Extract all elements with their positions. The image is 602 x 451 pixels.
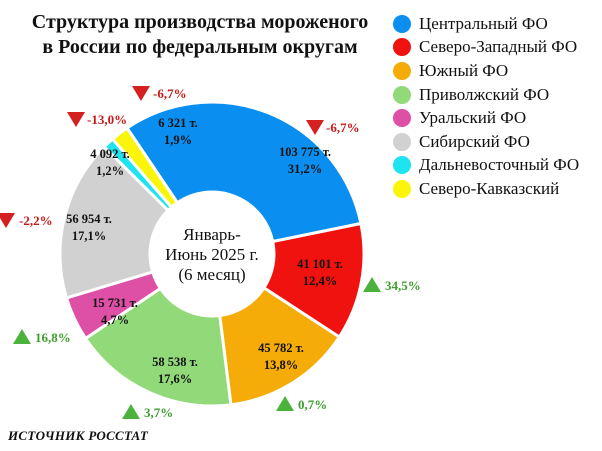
legend-dot-icon — [393, 61, 411, 80]
legend-label: Северо-Кавказский — [419, 178, 560, 198]
legend-item: Дальневосточный ФО — [393, 154, 598, 178]
up-triangle-icon — [363, 277, 381, 292]
slice-volume-label: 56 954 т. — [66, 212, 112, 226]
down-triangle-icon — [67, 112, 85, 127]
change-label: -6,7% — [153, 86, 187, 101]
legend-dot-icon — [393, 109, 411, 128]
up-triangle-icon — [276, 396, 294, 411]
slice-volume-label: 58 538 т. — [152, 355, 198, 369]
legend-label: Южный ФО — [419, 60, 509, 80]
change-label: 0,7% — [298, 397, 327, 412]
slice-share-label: 12,4% — [303, 274, 337, 288]
change-label: -13,0% — [87, 112, 127, 127]
legend-label: Уральский ФО — [419, 108, 527, 128]
slice-share-label: 1,2% — [96, 164, 124, 178]
slice-volume-label: 15 731 т. — [92, 296, 138, 310]
center-label-line: Январь- — [183, 225, 241, 244]
slice-share-label: 13,8% — [264, 358, 298, 372]
slice-share-label: 17,1% — [72, 229, 106, 243]
legend-dot-icon — [393, 85, 411, 104]
legend-item: Приволжский ФО — [393, 83, 598, 107]
down-triangle-icon — [306, 120, 324, 135]
legend-label: Приволжский ФО — [419, 84, 550, 104]
down-triangle-icon — [132, 86, 150, 101]
slice-volume-label: 41 101 т. — [297, 257, 343, 271]
legend-dot-icon — [393, 38, 411, 57]
legend-label: Дальневосточный ФО — [419, 155, 580, 175]
legend-item: Сибирский ФО — [393, 130, 598, 154]
title-line-1: Структура производства мороженого — [31, 11, 369, 33]
change-label: 16,8% — [35, 330, 71, 345]
slice-share-label: 31,2% — [288, 162, 322, 176]
slice-share-label: 4,7% — [101, 313, 129, 327]
title-line-2: в России по федеральным округам — [42, 36, 358, 58]
chart-title: Структура производства мороженого в Росс… — [0, 10, 400, 60]
change-label: 3,7% — [144, 405, 173, 420]
slice-volume-label: 4 092 т. — [90, 147, 130, 161]
change-label: -6,7% — [326, 120, 360, 135]
legend-label: Центральный ФО — [419, 13, 548, 33]
slice-volume-label: 103 775 т. — [279, 145, 331, 159]
change-label: 34,5% — [385, 278, 421, 293]
legend-dot-icon — [393, 179, 411, 198]
center-label-line: Июнь 2025 г. — [165, 245, 259, 264]
source-note: ИСТОЧНИК РОССТАТ — [8, 428, 149, 443]
slice-share-label: 17,6% — [158, 372, 192, 386]
change-label: -2,2% — [19, 213, 53, 228]
legend-item: Центральный ФО — [393, 12, 598, 36]
slice-share-label: 1,9% — [164, 133, 192, 147]
legend-dot-icon — [393, 156, 411, 175]
slice-7 — [110, 125, 180, 210]
up-triangle-icon — [13, 329, 31, 344]
slice-volume-label: 6 321 т. — [158, 116, 198, 130]
legend-item: Южный ФО — [393, 59, 598, 83]
legend-dot-icon — [393, 132, 411, 151]
down-triangle-icon — [0, 213, 15, 228]
legend-dot-icon — [393, 14, 411, 33]
legend-item: Северо-Западный ФО — [393, 36, 598, 60]
legend: Центральный ФО Северо-Западный ФО Южный ФО… — [393, 12, 598, 201]
legend-label: Сибирский ФО — [419, 131, 530, 151]
slice-volume-label: 45 782 т. — [258, 341, 304, 355]
legend-item: Уральский ФО — [393, 106, 598, 130]
center-label-line: (6 месяц) — [178, 265, 245, 284]
slice-0 — [124, 100, 363, 244]
legend-item: Северо-Кавказский — [393, 177, 598, 201]
legend-label: Северо-Западный ФО — [419, 37, 578, 57]
slice-3 — [83, 286, 233, 408]
up-triangle-icon — [122, 404, 140, 419]
